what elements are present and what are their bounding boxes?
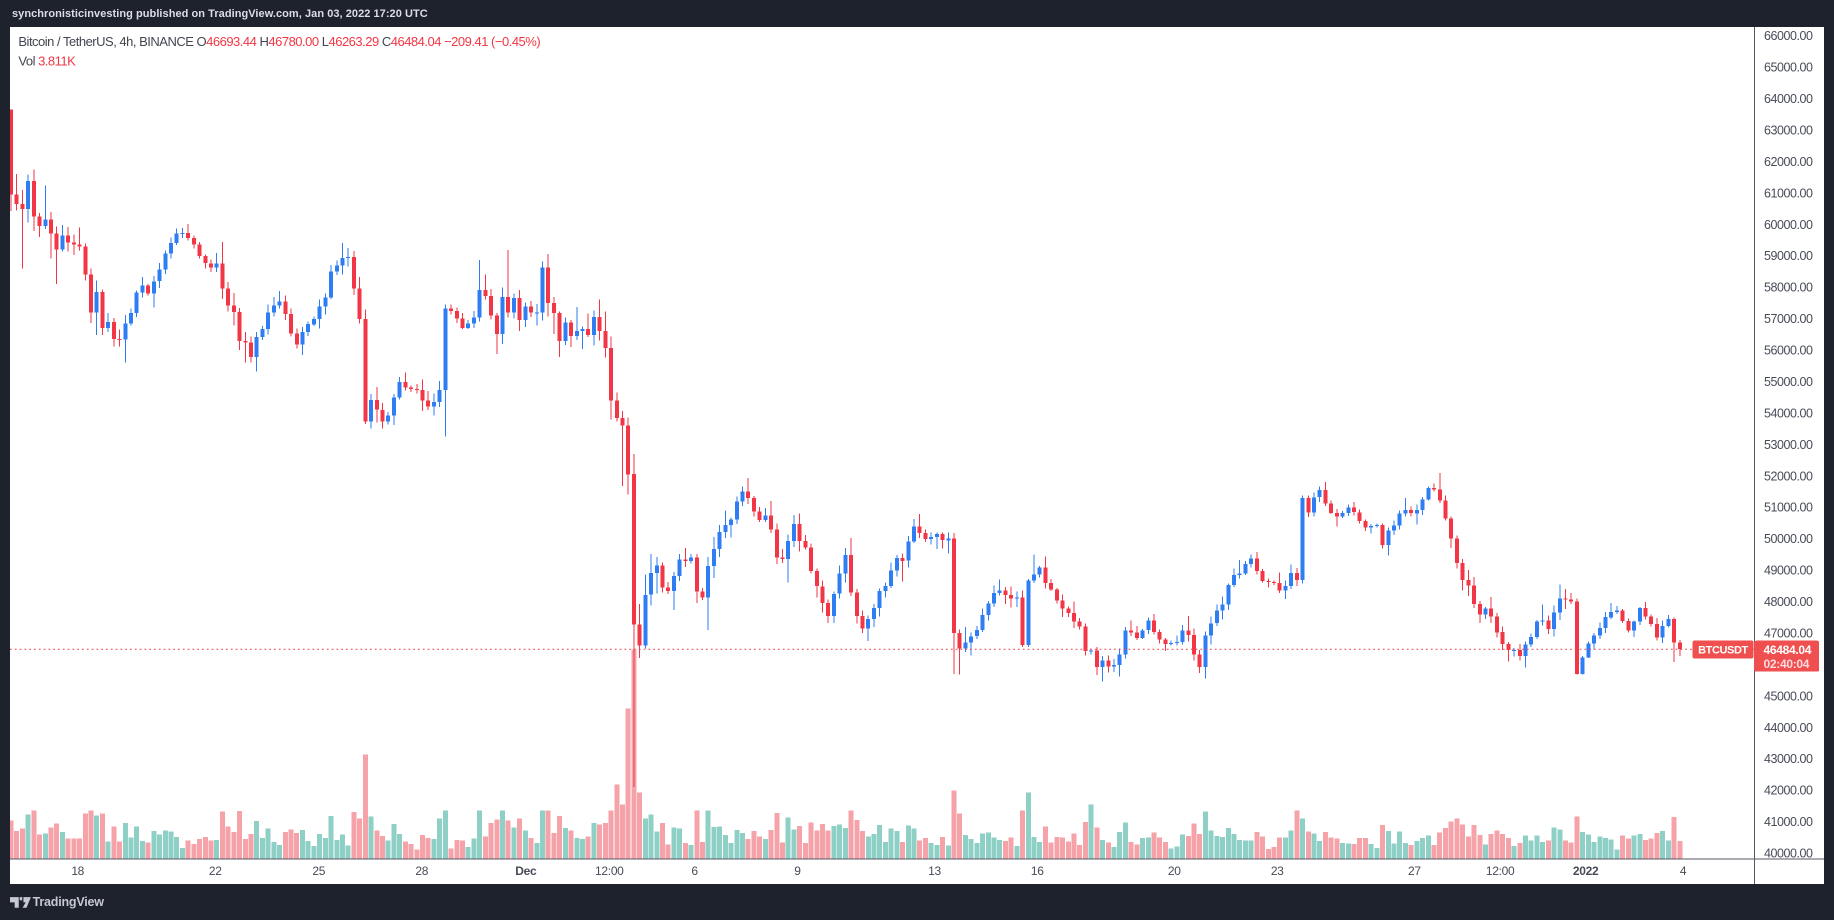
- svg-text:61000.00: 61000.00: [1764, 186, 1813, 200]
- svg-text:9: 9: [794, 864, 801, 878]
- svg-text:44000.00: 44000.00: [1764, 721, 1813, 735]
- svg-text:6: 6: [691, 864, 698, 878]
- svg-text:BTCUSDT: BTCUSDT: [1698, 645, 1748, 657]
- svg-text:53000.00: 53000.00: [1764, 438, 1813, 452]
- svg-text:56000.00: 56000.00: [1764, 344, 1813, 358]
- svg-text:25: 25: [312, 864, 325, 878]
- svg-text:47000.00: 47000.00: [1764, 627, 1813, 641]
- svg-text:Vol 3.811K: Vol 3.811K: [18, 54, 76, 69]
- svg-text:18: 18: [71, 864, 84, 878]
- svg-text:27: 27: [1408, 864, 1421, 878]
- svg-text:02:40:04: 02:40:04: [1764, 657, 1810, 671]
- svg-text:65000.00: 65000.00: [1764, 61, 1813, 75]
- svg-text:58000.00: 58000.00: [1764, 281, 1813, 295]
- svg-text:12:00: 12:00: [1486, 864, 1515, 878]
- svg-text:2022: 2022: [1573, 864, 1599, 878]
- svg-text:62000.00: 62000.00: [1764, 155, 1813, 169]
- svg-text:41000.00: 41000.00: [1764, 815, 1813, 829]
- svg-text:64000.00: 64000.00: [1764, 92, 1813, 106]
- svg-text:52000.00: 52000.00: [1764, 469, 1813, 483]
- svg-text:28: 28: [415, 864, 428, 878]
- svg-text:13: 13: [928, 864, 941, 878]
- svg-text:23: 23: [1271, 864, 1284, 878]
- svg-text:40000.00: 40000.00: [1764, 847, 1813, 861]
- svg-text:43000.00: 43000.00: [1764, 752, 1813, 766]
- svg-text:66000.00: 66000.00: [1764, 29, 1813, 43]
- svg-text:54000.00: 54000.00: [1764, 406, 1813, 420]
- svg-text:Dec: Dec: [515, 864, 537, 878]
- svg-text:48000.00: 48000.00: [1764, 595, 1813, 609]
- svg-text:49000.00: 49000.00: [1764, 564, 1813, 578]
- svg-text:20: 20: [1168, 864, 1181, 878]
- svg-text:51000.00: 51000.00: [1764, 501, 1813, 515]
- svg-text:63000.00: 63000.00: [1764, 124, 1813, 138]
- svg-text:55000.00: 55000.00: [1764, 375, 1813, 389]
- svg-text:22: 22: [209, 864, 222, 878]
- svg-text:Bitcoin / TetherUS, 4h, BINANC: Bitcoin / TetherUS, 4h, BINANCE O46693.4…: [18, 34, 540, 49]
- svg-text:46484.04: 46484.04: [1764, 643, 1812, 657]
- svg-text:45000.00: 45000.00: [1764, 689, 1813, 703]
- svg-text:59000.00: 59000.00: [1764, 249, 1813, 263]
- svg-text:50000.00: 50000.00: [1764, 532, 1813, 546]
- svg-text:60000.00: 60000.00: [1764, 218, 1813, 232]
- svg-text:12:00: 12:00: [595, 864, 624, 878]
- svg-text:57000.00: 57000.00: [1764, 312, 1813, 326]
- svg-text:16: 16: [1031, 864, 1044, 878]
- svg-text:4: 4: [1680, 864, 1687, 878]
- svg-text:42000.00: 42000.00: [1764, 784, 1813, 798]
